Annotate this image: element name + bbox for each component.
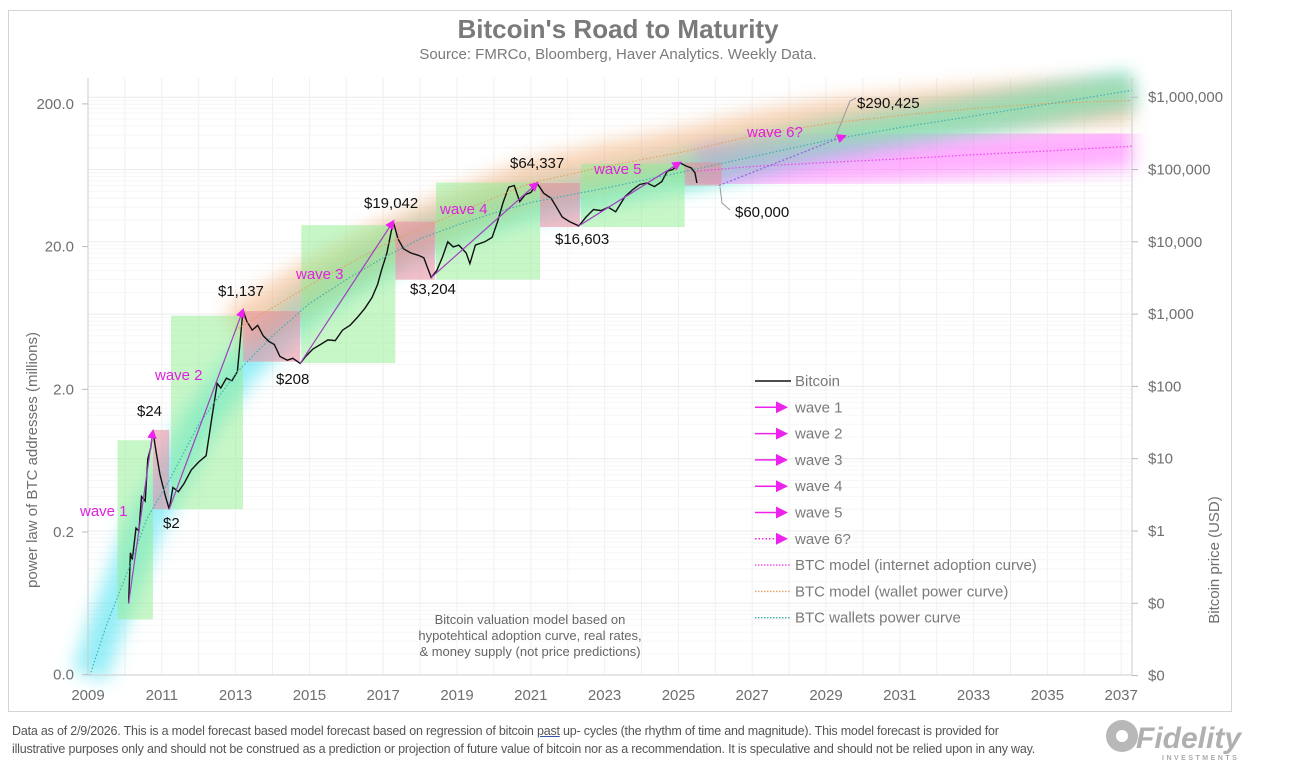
wave-label: wave 1 — [79, 503, 128, 520]
axes: 2009 2011 2013 2015 2017 2019 2021 2023 2025 2027… — [36, 78, 1223, 704]
x-tick-label: 2035 — [1031, 687, 1064, 704]
price-annotation: $2 — [163, 515, 180, 532]
disclaimer-text: Data as of 2/9/2026. This is a model for… — [12, 724, 537, 738]
y-right-tick-label: $0 — [1148, 668, 1165, 685]
y-right-axis-title: Bitcoin price (USD) — [1206, 496, 1223, 624]
chart-title: Bitcoin's Road to Maturity — [457, 14, 779, 44]
price-annotation: $19,042 — [364, 195, 418, 212]
x-tick-label: 2021 — [514, 687, 547, 704]
x-tick-label: 2037 — [1105, 687, 1138, 704]
y-right-tick-label: $1 — [1148, 523, 1165, 540]
y-left-tick-label: 2.0 — [53, 381, 74, 398]
price-annotation: $24 — [137, 403, 162, 420]
y-right-tick-label: $0 — [1148, 595, 1165, 612]
series-lines — [89, 89, 1133, 676]
wave-label: wave 5 — [593, 161, 642, 178]
legend-label: wave 3 — [794, 452, 843, 469]
legend-label: BTC model (wallet power curve) — [795, 583, 1008, 600]
fidelity-logo: Fidelity INVESTMENTS — [1106, 720, 1242, 762]
x-tick-label: 2017 — [367, 687, 400, 704]
y-left-tick-label: 200.0 — [36, 96, 74, 113]
logo-wordmark: Fidelity — [1136, 722, 1242, 755]
gridlines — [87, 78, 1132, 675]
model-note: Bitcoin valuation model based on hypoteh… — [418, 612, 641, 659]
legend-label: Bitcoin — [795, 373, 840, 390]
x-tick-label: 2013 — [219, 687, 252, 704]
up-phase-box — [171, 315, 243, 510]
legend-label: wave 4 — [794, 478, 843, 495]
price-annotation: $208 — [276, 371, 309, 388]
wave-arrow — [430, 181, 539, 278]
legend-label: wave 5 — [794, 505, 843, 522]
y-right-tick-label: $100 — [1148, 378, 1181, 395]
model-line-3 — [89, 89, 1133, 676]
x-tick-label: 2019 — [440, 687, 473, 704]
x-tick-label: 2009 — [71, 687, 104, 704]
leader-line — [719, 186, 731, 211]
y-left-tick-label: 0.0 — [53, 667, 74, 684]
down-phase-box — [152, 429, 170, 510]
model-note-line: & money supply (not price predictions) — [419, 644, 640, 659]
annotations: wave 1 wave 2 wave 3 wave 4 wave 5 wave 6? $24… — [79, 95, 920, 532]
wave-label: wave 6? — [746, 124, 803, 141]
legend-label: wave 6? — [794, 531, 851, 548]
wave-arrow — [718, 134, 847, 187]
wave-arrow — [299, 219, 395, 364]
y-left-tick-label: 20.0 — [45, 239, 74, 256]
wave-arrow — [127, 428, 157, 604]
disclaimer: Data as of 2/9/2026. This is a model for… — [12, 722, 1052, 758]
wave-label: wave 3 — [295, 266, 344, 283]
legend-label: BTC model (internet adoption curve) — [795, 557, 1037, 574]
y-right-tick-label: $10 — [1148, 451, 1173, 468]
down-phase-box — [684, 162, 722, 186]
model-note-line: Bitcoin valuation model based on — [435, 612, 626, 627]
legend-label: BTC wallets power curve — [795, 610, 961, 627]
x-tick-label: 2011 — [146, 687, 178, 704]
price-annotation: $290,425 — [857, 95, 920, 112]
disclaimer-underlined: past — [536, 724, 560, 738]
disclaimer-text: up- cycles (the rhythm of time and magni… — [12, 724, 1036, 756]
chart-subtitle: Source: FMRCo, Bloomberg, Haver Analytic… — [419, 46, 817, 63]
y-right-tick-label: $100,000 — [1148, 162, 1211, 179]
wave-arrow — [168, 307, 245, 510]
y-right-tick-label: $1,000,000 — [1148, 89, 1223, 106]
phase-boxes — [117, 162, 722, 620]
y-right-tick-label: $10,000 — [1148, 234, 1202, 251]
legend-label: wave 2 — [794, 426, 843, 443]
legend: Bitcoin wave 1 wave 2 wave 3 wave 4 wave 5 wav… — [755, 373, 1037, 627]
y-right-tick-label: $1,000 — [1148, 306, 1194, 323]
wave-label: wave 2 — [154, 367, 203, 384]
y-left-axis-title: power law of BTC addresses (millions) — [24, 332, 41, 588]
legend-label: wave 1 — [794, 399, 843, 416]
model-line-1 — [696, 145, 1133, 172]
price-annotation: $16,603 — [555, 231, 609, 248]
x-tick-label: 2029 — [809, 687, 842, 704]
chart-frame — [8, 10, 1232, 712]
logo-tagline: INVESTMENTS — [1162, 755, 1239, 762]
x-tick-label: 2033 — [957, 687, 990, 704]
bitcoin-price-line — [127, 161, 698, 604]
fidelity-starburst-icon — [1106, 720, 1138, 752]
x-tick-label: 2015 — [293, 687, 326, 704]
up-phase-box — [580, 163, 685, 228]
x-tick-label: 2027 — [736, 687, 769, 704]
price-annotation: $64,337 — [510, 155, 564, 172]
price-annotation: $60,000 — [735, 204, 789, 221]
price-annotation: $3,204 — [410, 281, 456, 298]
y-left-tick-label: 0.2 — [53, 524, 74, 541]
up-phase-box — [301, 225, 396, 364]
down-phase-box — [540, 183, 580, 228]
up-phase-box — [435, 182, 541, 280]
wave-arrow — [578, 161, 682, 227]
x-tick-label: 2031 — [883, 687, 916, 704]
wave-label: wave 4 — [439, 201, 488, 218]
wave-arrows — [127, 134, 847, 604]
price-annotation: $1,137 — [218, 283, 264, 300]
x-tick-label: 2023 — [588, 687, 621, 704]
leader-line — [834, 97, 857, 139]
model-note-line: hypotehtical adoption curve, real rates, — [418, 628, 641, 643]
x-tick-label: 2025 — [662, 687, 695, 704]
